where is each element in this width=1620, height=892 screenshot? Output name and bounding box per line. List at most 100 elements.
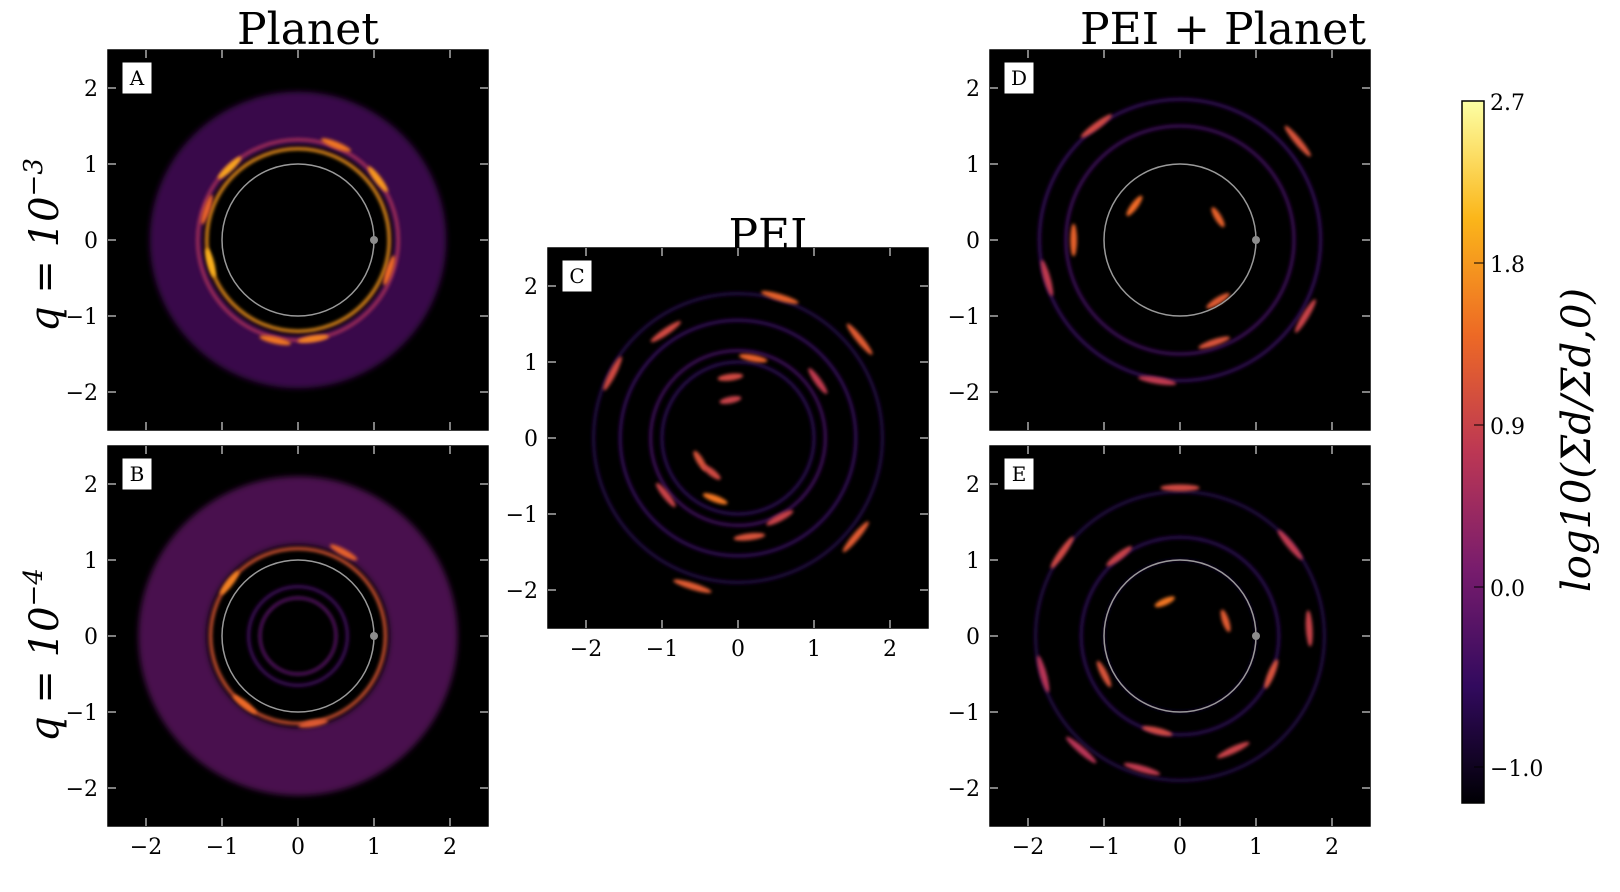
panel-label: B xyxy=(130,462,145,486)
y-tick-label: 1 xyxy=(966,153,980,178)
dust-clump xyxy=(259,335,291,346)
panel-label-box xyxy=(1003,457,1035,491)
dust-clump xyxy=(367,166,388,193)
plot-area xyxy=(1033,484,1327,783)
dust-clump xyxy=(383,255,396,286)
y-tick-label: 2 xyxy=(84,77,98,102)
dust-clump xyxy=(1294,299,1316,333)
row-label-q3: q = 10−3 xyxy=(19,158,68,332)
x-tick-label: 0 xyxy=(1173,835,1187,860)
panel-label-box xyxy=(121,61,153,95)
dust-disk xyxy=(149,91,447,389)
colorbar: 2.7 1.8 0.9 0.0 −1.0 log10(Σd/Σd,0) xyxy=(1461,91,1600,804)
x-tick-label: −2 xyxy=(1012,835,1044,860)
y-tick-label: 0 xyxy=(84,625,98,650)
dust-clump xyxy=(1123,762,1161,776)
dust-ring xyxy=(1033,489,1327,783)
dust-clump xyxy=(673,579,712,593)
panel-label-box xyxy=(121,457,153,491)
panel-background xyxy=(990,50,1370,430)
dust-clump xyxy=(650,321,681,343)
colorbar-ticks: 2.7 1.8 0.9 0.0 −1.0 xyxy=(1474,91,1543,782)
panel-label: A xyxy=(129,66,145,90)
dust-ring xyxy=(1037,97,1323,383)
y-tick-label: 2 xyxy=(84,473,98,498)
row-label-q3-exponent: −3 xyxy=(19,158,49,196)
plot-area xyxy=(138,476,458,796)
dust-clump xyxy=(1037,655,1050,693)
y-tick-label: −2 xyxy=(506,579,538,604)
colorbar-tick-label: −1.0 xyxy=(1490,757,1543,782)
panel-label: D xyxy=(1011,66,1027,90)
panel-label-box xyxy=(1003,61,1035,95)
y-tick-label: −1 xyxy=(948,701,980,726)
plot-area xyxy=(149,91,447,389)
dust-clump xyxy=(205,248,216,278)
dust-clump xyxy=(321,138,351,152)
y-tick-label: 2 xyxy=(966,77,980,102)
dust-clump xyxy=(297,334,329,343)
row-label-q4-exponent: −4 xyxy=(19,568,49,606)
dust-ring xyxy=(618,318,858,558)
y-tick-label: −1 xyxy=(66,305,98,330)
dust-clump xyxy=(766,510,794,526)
planet-marker xyxy=(1252,632,1260,640)
panel-label: E xyxy=(1012,462,1027,486)
dust-ring xyxy=(591,291,885,585)
dust-clump xyxy=(719,396,742,404)
panel-label-box xyxy=(561,259,593,293)
x-tick-label: 1 xyxy=(807,637,821,662)
dust-clump xyxy=(200,194,213,225)
dust-clump xyxy=(717,373,744,381)
y-tick-label: −1 xyxy=(948,305,980,330)
plot-area xyxy=(1037,97,1323,386)
y-tick-label: 0 xyxy=(966,229,980,254)
dust-clump xyxy=(1216,741,1250,759)
dust-clump xyxy=(1141,726,1173,736)
dust-clump xyxy=(298,719,328,728)
y-tick-label: −2 xyxy=(948,777,980,802)
svg-text:q = 10−4: q = 10−4 xyxy=(19,568,68,742)
dust-clump xyxy=(1211,207,1225,228)
panel-label: C xyxy=(569,264,584,288)
dust-ring xyxy=(1079,535,1281,737)
y-tick-label: 0 xyxy=(966,625,980,650)
dust-clump xyxy=(733,532,766,541)
row-label-q4: q = 10−4 xyxy=(19,568,68,742)
dust-clump xyxy=(739,353,768,363)
colorbar-tick-label: 1.8 xyxy=(1490,253,1525,278)
panel-background xyxy=(548,248,928,628)
x-tick-label: −2 xyxy=(130,835,162,860)
dust-clump xyxy=(1206,293,1230,309)
panel-a: A 2 1 0 −1 −2 xyxy=(66,49,489,431)
dust-clump xyxy=(1264,659,1279,689)
colorbar-tick-label: 0.9 xyxy=(1490,415,1525,440)
dust-ring xyxy=(208,546,388,726)
dust-clump xyxy=(329,544,358,561)
dust-clump xyxy=(1096,660,1112,688)
x-tick-label: 1 xyxy=(367,835,381,860)
colorbar-tick-label: 0.0 xyxy=(1490,577,1525,602)
y-tick-label: 1 xyxy=(524,351,538,376)
dust-clump xyxy=(217,156,242,179)
y-tick-label: 1 xyxy=(84,153,98,178)
dust-clump xyxy=(842,521,869,553)
colorbar-label: log10(Σd/Σd,0) xyxy=(1554,288,1600,592)
colorbar-gradient xyxy=(1461,100,1485,804)
dust-clump xyxy=(655,482,676,508)
dust-ring xyxy=(648,348,828,528)
planet-marker xyxy=(1252,236,1260,244)
y-tick-label: −2 xyxy=(66,777,98,802)
dust-clump xyxy=(1154,596,1175,608)
x-tick-label: 2 xyxy=(883,637,897,662)
dust-clump xyxy=(220,570,240,595)
panel-b: B −2 −1 0 1 2 2 1 0 −1 −2 xyxy=(66,445,489,860)
dust-ring xyxy=(660,360,816,516)
dust-clump xyxy=(1277,529,1303,560)
dust-clump xyxy=(1065,736,1097,764)
plot-area xyxy=(591,290,885,593)
y-tick-label: −1 xyxy=(506,503,538,528)
planet-marker xyxy=(370,236,378,244)
dust-clump xyxy=(1220,609,1231,633)
